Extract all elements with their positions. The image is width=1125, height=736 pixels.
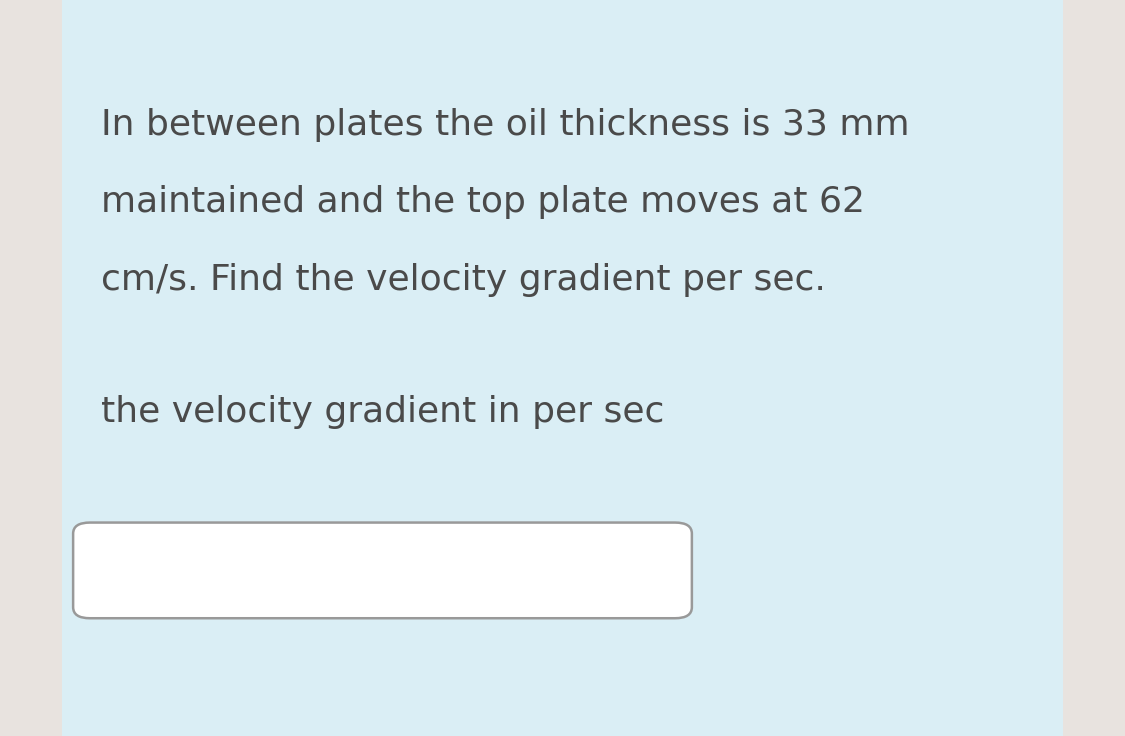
Text: cm/s. Find the velocity gradient per sec.: cm/s. Find the velocity gradient per sec… xyxy=(101,263,826,297)
Text: the velocity gradient in per sec: the velocity gradient in per sec xyxy=(101,395,665,429)
Bar xyxy=(1063,0,1125,736)
Text: In between plates the oil thickness is 33 mm: In between plates the oil thickness is 3… xyxy=(101,108,910,142)
Text: maintained and the top plate moves at 62: maintained and the top plate moves at 62 xyxy=(101,185,865,219)
FancyBboxPatch shape xyxy=(73,523,692,618)
Bar xyxy=(0,0,62,736)
